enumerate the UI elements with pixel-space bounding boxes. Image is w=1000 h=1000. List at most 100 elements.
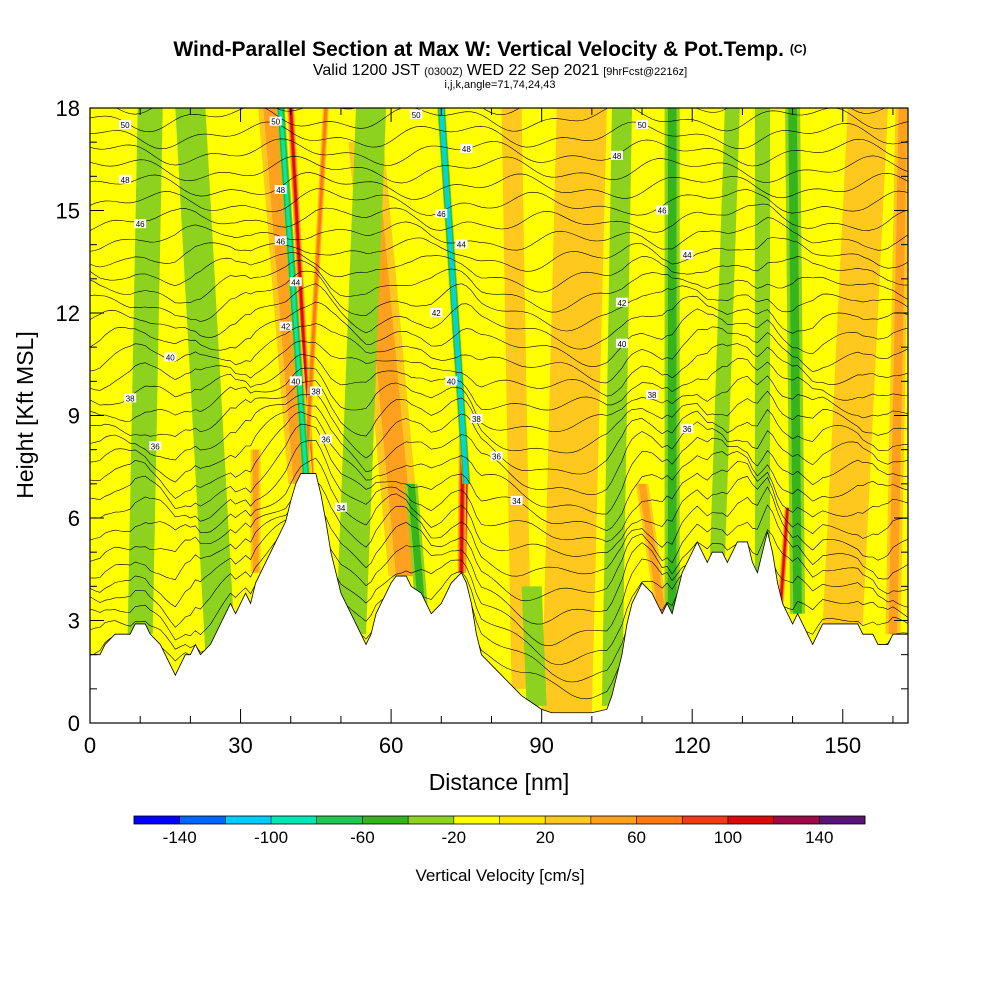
updraft-band (541, 108, 607, 713)
contour-label-text: 40 (617, 340, 626, 349)
chart-subtitle: Valid 1200 JST (0300Z) WED 22 Sep 2021 [9hr… (313, 62, 687, 79)
colorbar-swatch (362, 816, 409, 824)
contour-label-bg (435, 208, 448, 218)
contour-label-bg (319, 434, 332, 444)
x-tick-label: 60 (379, 733, 403, 758)
contour-label-bg (119, 120, 132, 130)
theta-contour (90, 411, 908, 515)
theta-contour-label: 44 (289, 277, 302, 287)
colorbar-tick-label: -60 (350, 828, 375, 847)
updraft-band (635, 483, 669, 614)
plot-area: 50 48 46 40 38 36 50 48 46 44 42 40 38 36 34 50 48 46 44 42… (90, 108, 908, 723)
colorbar-swatch (727, 816, 774, 824)
contour-label-bg (615, 338, 628, 348)
downdraft-band (601, 108, 632, 706)
colorbar-swatch (316, 816, 363, 824)
theta-contour-label: 40 (289, 376, 302, 386)
updraft-band (822, 108, 888, 624)
chart-title: Wind-Parallel Section at Max W: Vertical… (173, 38, 806, 61)
contour-label-text: 38 (311, 388, 320, 397)
theta-contour (90, 507, 908, 625)
colorbar-swatch (682, 816, 728, 824)
contour-label-bg (445, 376, 458, 386)
updraft-band (250, 449, 261, 573)
contour-label-text: 50 (121, 121, 130, 130)
theta-contour-label: 42 (615, 297, 628, 308)
updraft-band (501, 108, 532, 689)
contour-label-text: 40 (166, 353, 175, 362)
theta-contour (90, 270, 908, 332)
theta-contour-label: 48 (460, 144, 473, 154)
contour-label-text: 42 (617, 299, 626, 308)
y-axis-label: Height [Kft MSL] (12, 331, 38, 498)
theta-contour-labels: 50 48 46 40 38 36 50 48 46 44 42 40 38 36 34 50 48 46 44 42… (119, 109, 694, 513)
downdraft-band-level (335, 108, 387, 635)
downdraft-band (785, 108, 806, 614)
contour-label-text: 44 (683, 251, 692, 260)
contour-label-bg (134, 219, 147, 229)
contour-label-bg (681, 249, 694, 259)
theta-contour-label: 36 (149, 441, 162, 451)
contour-label-text: 36 (151, 442, 160, 451)
contour-label-bg (289, 376, 302, 386)
theta-contour-label: 40 (445, 376, 458, 386)
downdraft-band (404, 483, 428, 604)
colorbar-tick-label: 140 (805, 828, 833, 847)
updraft-band-level (888, 108, 908, 635)
theta-contour-label: 44 (681, 249, 694, 260)
contour-label-text: 48 (121, 176, 130, 185)
theta-contour (90, 403, 908, 496)
downdraft-band (335, 108, 387, 635)
subtitle-date: WED 22 Sep 2021 (467, 62, 600, 79)
y-tick-label: 15 (56, 199, 80, 224)
colorbar-swatch (271, 816, 317, 824)
theta-contour-label: 38 (309, 386, 322, 397)
contour-label-text: 38 (126, 394, 135, 403)
colorbar-swatch (545, 816, 591, 824)
contour-label-text: 50 (412, 111, 421, 120)
theta-contour (90, 259, 908, 313)
x-tick-label: 0 (84, 733, 96, 758)
contour-label-bg (681, 424, 694, 434)
downdraft-band (709, 108, 740, 563)
y-tick-label: 9 (68, 404, 80, 429)
y-tick-label: 3 (68, 609, 80, 634)
contour-label-text: 50 (638, 121, 647, 130)
contour-label-bg (490, 451, 503, 461)
subtitle-utc: (0300Z) (424, 66, 463, 78)
theta-contour-label: 50 (119, 120, 132, 130)
downdraft-band (521, 586, 547, 706)
chart-title-text: Wind-Parallel Section at Max W: Vertical… (173, 38, 784, 61)
contour-label-text: 46 (437, 210, 446, 219)
contour-label-bg (636, 120, 649, 130)
downdraft-band-level (709, 108, 740, 563)
colorbar-label: Vertical Velocity [cm/s] (415, 866, 584, 885)
contour-label-bg (460, 144, 473, 153)
theta-contour (90, 108, 908, 116)
colorbar-tick-label: -140 (163, 828, 197, 847)
theta-contour (90, 367, 908, 433)
theta-contour (90, 423, 908, 532)
colorbar-swatch (453, 816, 500, 824)
colorbar-swatch (134, 816, 180, 824)
theta-contour (90, 479, 908, 577)
contour-label-bg (274, 185, 287, 194)
updraft-band (777, 507, 791, 614)
contour-label-bg (279, 321, 292, 331)
contour-label-bg (430, 308, 443, 317)
y-tick-label: 6 (68, 506, 80, 531)
contour-label-bg (119, 174, 132, 184)
downdraft-band-level (754, 108, 770, 587)
updraft-band (885, 108, 908, 635)
colorbar-tick-label: 60 (627, 828, 646, 847)
contour-label-text: 46 (658, 207, 667, 216)
theta-contour (90, 138, 908, 167)
x-tick-label: 30 (228, 733, 252, 758)
contour-label-text: 38 (648, 391, 657, 400)
colorbar-tick-label: 100 (714, 828, 742, 847)
theta-contour-label: 50 (269, 116, 282, 127)
contour-label-text: 46 (276, 237, 285, 246)
theta-contour-label: 34 (334, 502, 347, 513)
theta-contour-label: 42 (279, 321, 292, 332)
